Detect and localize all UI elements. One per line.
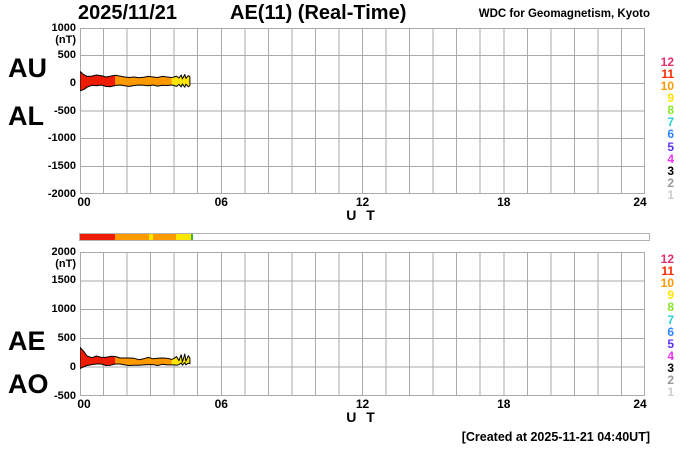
legend-hour-10: 10 [660, 78, 674, 93]
legend-hour-1: 1 [667, 385, 674, 400]
legend-hour-12: 12 [660, 252, 674, 266]
legend-hour-12: 12 [660, 54, 674, 69]
y-tick-label: -2000 [47, 187, 76, 200]
label-ae: AE [8, 326, 46, 356]
legend-hour-1: 1 [667, 188, 674, 203]
x-tick-label: 06 [214, 195, 228, 209]
data-source-label: WDC for Geomagnetism, Kyoto [478, 8, 650, 20]
label-au: AU [8, 53, 47, 83]
x-axis-label-top: U T [346, 207, 378, 223]
label-al: AL [8, 101, 44, 131]
legend-hour-11: 11 [661, 264, 674, 279]
legend-hour-9: 9 [667, 91, 674, 106]
label-ao: AO [8, 369, 49, 399]
legend-hour-9: 9 [667, 288, 674, 303]
availability-segment-orange [114, 234, 150, 240]
y-tick-label: 1000 [51, 21, 76, 34]
y-tick-label: 0 [69, 76, 76, 89]
availability-segment-green [190, 234, 194, 240]
y-tick-label: 500 [57, 331, 76, 344]
legend-hour-11: 11 [661, 66, 674, 81]
plot-date: 2025/11/21 [78, 2, 177, 24]
y-axis-unit: (nT) [55, 258, 76, 270]
x-tick-label: 12 [355, 195, 370, 209]
legend-hour-6: 6 [667, 324, 674, 339]
y-tick-label: -1000 [47, 132, 76, 145]
y-tick-label: 1000 [51, 303, 76, 316]
legend-hour-4: 4 [667, 151, 674, 166]
x-tick-label: 06 [214, 397, 228, 411]
x-tick-label: 18 [497, 195, 511, 209]
legend-hour-5: 5 [667, 139, 674, 154]
availability-segment-yellow [149, 234, 153, 240]
y-tick-label: 0 [69, 360, 76, 373]
x-tick-label: 24 [633, 195, 647, 209]
x-tick-label: 00 [77, 397, 91, 411]
y-tick-label: 1500 [51, 274, 76, 287]
availability-segment-yellow [175, 234, 191, 240]
legend-hour-3: 3 [667, 360, 674, 375]
legend-hour-3: 3 [667, 163, 674, 178]
legend-hour-8: 8 [667, 300, 674, 315]
availability-segment-red [80, 234, 115, 240]
legend-hour-5: 5 [667, 336, 674, 351]
legend-hour-4: 4 [667, 348, 674, 363]
x-axis-label-bottom: U T [346, 409, 378, 425]
x-tick-label: 18 [497, 397, 511, 411]
legend-hour-10: 10 [660, 276, 674, 291]
x-tick-label: 24 [633, 397, 647, 411]
y-tick-label: -500 [53, 104, 76, 117]
plot-title: AE(11) (Real-Time) [230, 2, 407, 24]
y-tick-label: -1500 [47, 159, 76, 172]
data-availability-bar [79, 233, 650, 241]
y-axis-unit: (nT) [55, 34, 76, 46]
legend-hour-7: 7 [667, 312, 674, 327]
legend-hour-8: 8 [667, 103, 674, 118]
y-tick-label: 2000 [51, 245, 76, 258]
y-tick-label: 500 [57, 49, 76, 62]
x-tick-label: 12 [355, 397, 370, 411]
created-timestamp: [Created at 2025-11-21 04:40UT] [461, 430, 650, 444]
x-tick-label: 00 [77, 195, 91, 209]
y-tick-label: -500 [53, 389, 76, 402]
legend-hour-7: 7 [667, 115, 674, 130]
legend-hour-2: 2 [667, 175, 674, 190]
legend-hour-2: 2 [667, 373, 674, 387]
legend-hour-6: 6 [667, 127, 674, 142]
chart-top-au-al [80, 28, 645, 194]
availability-segment-orange [153, 234, 176, 240]
chart-bottom-ae-ao [80, 252, 645, 396]
